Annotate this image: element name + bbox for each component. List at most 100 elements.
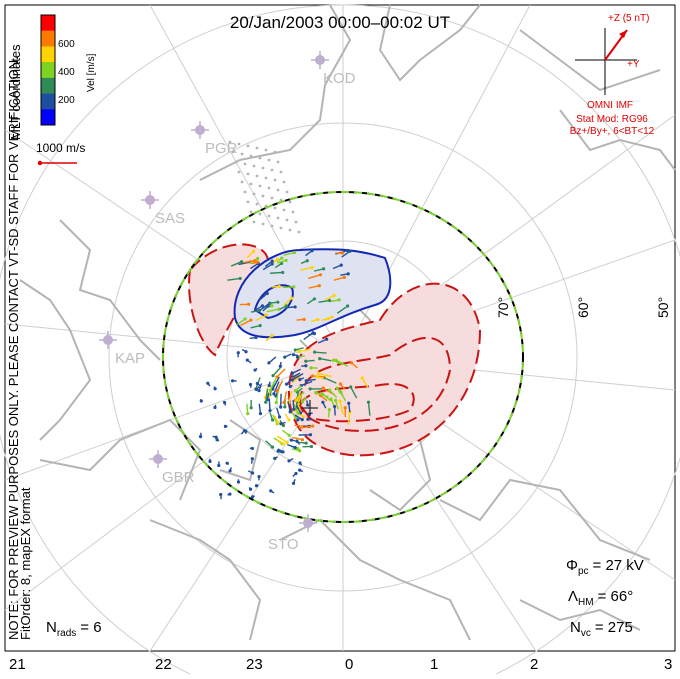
velocity-vector (315, 352, 327, 353)
fov-dot (268, 159, 271, 162)
imf-z-label: +Z (5 nT) (608, 13, 649, 24)
fov-dot (280, 171, 283, 174)
velocity-vector (293, 400, 294, 409)
mlt-coordinates-label: MLT coordinates (8, 44, 23, 140)
fov-dot (259, 157, 262, 160)
velocity-vector (228, 494, 230, 495)
velocity-vector (335, 407, 336, 416)
fov-dot (253, 165, 256, 168)
velocity-vector (201, 399, 202, 401)
fov-dot (262, 167, 265, 170)
imf-source: OMNI IMF (587, 100, 633, 111)
fov-dot (283, 209, 286, 212)
fov-dot (286, 219, 289, 222)
colorbar-swatch (41, 109, 55, 125)
mlt-tick-0: 0 (345, 656, 353, 673)
velocity-vector (250, 338, 256, 339)
velocity-vector (227, 463, 229, 464)
velocity-vector (272, 286, 279, 287)
fov-dot (277, 189, 280, 192)
fov-dot (271, 197, 274, 200)
fov-dot (271, 225, 274, 228)
fov-dot (250, 155, 253, 158)
fov-dot (265, 149, 268, 152)
fov-dot (250, 183, 253, 186)
imf-y-label: +Y (627, 59, 640, 70)
fov-dot (250, 211, 253, 214)
mlt-axis: 21 22 23 0 1 2 3 (9, 656, 672, 673)
velocity-vector (297, 319, 305, 320)
station-label-sto: STO (268, 536, 299, 553)
mlt-tick-21: 21 (9, 656, 26, 673)
colorbar-swatch (41, 46, 55, 62)
fov-dot (253, 221, 256, 224)
fov-dot (274, 207, 277, 210)
colorbar-swatch (41, 78, 55, 94)
velocity-vector (269, 382, 270, 386)
station-label-kod: KOD (323, 70, 356, 87)
station-label-kap: KAP (115, 350, 145, 367)
lat-label-60: 60° (575, 297, 591, 318)
stat-model: Stat Mod: RG96 (576, 114, 648, 125)
velocity-vector (225, 403, 226, 406)
fov-dot (289, 201, 292, 204)
mlt-tick-22: 22 (155, 656, 172, 673)
fov-dot (241, 181, 244, 184)
velocity-vector (290, 386, 292, 387)
fov-dot (271, 169, 274, 172)
fov-dot (235, 161, 238, 164)
colorbar-swatch (41, 94, 55, 110)
colorbar-tick-200: 200 (58, 95, 75, 106)
station-label-pgr: PGR (205, 140, 238, 157)
velocity-vector (252, 459, 253, 464)
velocity-vector (329, 410, 330, 418)
mlt-tick-1: 1 (430, 656, 438, 673)
fov-dot (244, 163, 247, 166)
fov-dot (238, 143, 241, 146)
fov-dot (280, 227, 283, 230)
velocity-vector (280, 362, 281, 366)
fov-dot (259, 213, 262, 216)
velocity-vector (247, 404, 248, 414)
fov-dot (268, 215, 271, 218)
fov-dot (256, 175, 259, 178)
fov-dot (268, 187, 271, 190)
colorbar-swatch (41, 15, 55, 31)
velocity-vector (308, 419, 313, 420)
mlt-tick-3: 3 (664, 656, 672, 673)
velocity-vector (213, 436, 217, 437)
lat-label-50: 50° (655, 297, 671, 318)
station-label-sas: SAS (155, 210, 185, 227)
fov-dot (238, 171, 241, 174)
fov-dot (256, 147, 259, 150)
fov-dot (292, 211, 295, 214)
fov-dot (241, 153, 244, 156)
lat-label-70: 70° (495, 297, 511, 318)
fov-dot (259, 185, 262, 188)
fov-dot (283, 181, 286, 184)
fov-dot (247, 173, 250, 176)
fov-dot (298, 231, 301, 234)
colorbar-tick-600: 600 (58, 39, 75, 50)
fov-dot (295, 221, 298, 224)
velocity-vector (215, 405, 216, 408)
plot-frame (5, 5, 675, 651)
fov-dot (262, 195, 265, 198)
fov-dot (253, 193, 256, 196)
velocity-vector (291, 440, 295, 441)
fov-dot (277, 161, 280, 164)
fov-dot (256, 203, 259, 206)
velocity-vector (283, 287, 294, 288)
velocity-vector (293, 355, 298, 356)
fov-dot (274, 179, 277, 182)
fov-dot (262, 223, 265, 226)
fit-order-note: FitOrder: 8, mapEX format (18, 487, 33, 640)
fov-dot (274, 151, 277, 154)
fov-dot (289, 229, 292, 232)
scale-vector-label: 1000 m/s (36, 141, 85, 155)
map-title: 20/Jan/2003 00:00–00:02 UT (230, 13, 450, 32)
velocity-vector (307, 400, 308, 405)
velocity-vector (269, 398, 270, 410)
